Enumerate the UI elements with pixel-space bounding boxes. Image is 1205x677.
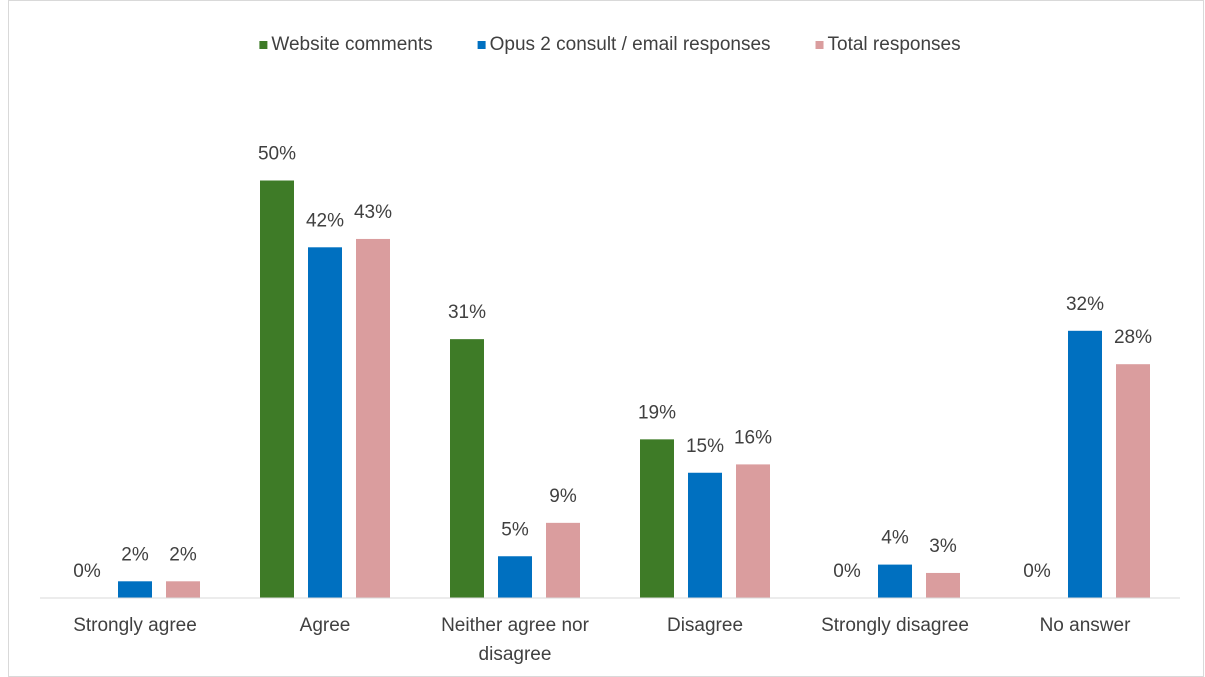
data-label: 15% <box>686 436 724 457</box>
data-label: 0% <box>73 561 101 582</box>
x-tick-label: Strongly agree <box>73 615 197 636</box>
legend-label: Opus 2 consult / email responses <box>490 34 771 55</box>
bar <box>498 556 532 598</box>
bar <box>118 581 152 598</box>
data-label: 43% <box>354 202 392 223</box>
data-label: 50% <box>258 144 296 165</box>
legend-swatch <box>477 41 486 49</box>
bar <box>308 247 342 599</box>
bar <box>450 339 484 598</box>
legend-swatch <box>259 41 268 49</box>
legend-label: Website comments <box>271 34 432 55</box>
bar <box>878 564 912 598</box>
data-label: 42% <box>306 210 344 231</box>
bar <box>1116 364 1150 598</box>
bar <box>688 472 722 598</box>
data-label: 3% <box>929 536 957 557</box>
chart-frame <box>8 0 1204 677</box>
data-label: 16% <box>734 427 772 448</box>
bar <box>356 238 390 598</box>
data-label: 0% <box>1023 561 1051 582</box>
x-tick-label: No answer <box>1040 615 1131 636</box>
data-label: 2% <box>121 544 149 565</box>
data-label: 32% <box>1066 294 1104 315</box>
data-label: 28% <box>1114 327 1152 348</box>
bar <box>1068 330 1102 598</box>
bar <box>640 439 674 598</box>
data-label: 31% <box>448 302 486 323</box>
x-tick-label: Agree <box>300 615 351 636</box>
data-label: 9% <box>549 486 577 507</box>
legend-label: Total responses <box>828 34 961 55</box>
legend-swatch <box>815 41 824 49</box>
data-label: 2% <box>169 544 197 565</box>
data-label: 19% <box>638 402 676 423</box>
bar <box>736 464 770 598</box>
data-label: 5% <box>501 519 529 540</box>
x-tick-label: Strongly disagree <box>821 615 969 636</box>
bar <box>260 180 294 598</box>
bar <box>166 581 200 598</box>
bar <box>926 572 960 598</box>
bar <box>546 522 580 598</box>
data-label: 4% <box>881 528 909 549</box>
data-label: 0% <box>833 561 861 582</box>
legend: Website comments Opus 2 consult / email r… <box>259 34 961 55</box>
x-tick-label: Neither agree nor disagree <box>441 615 590 665</box>
x-tick-label: Disagree <box>667 615 743 636</box>
